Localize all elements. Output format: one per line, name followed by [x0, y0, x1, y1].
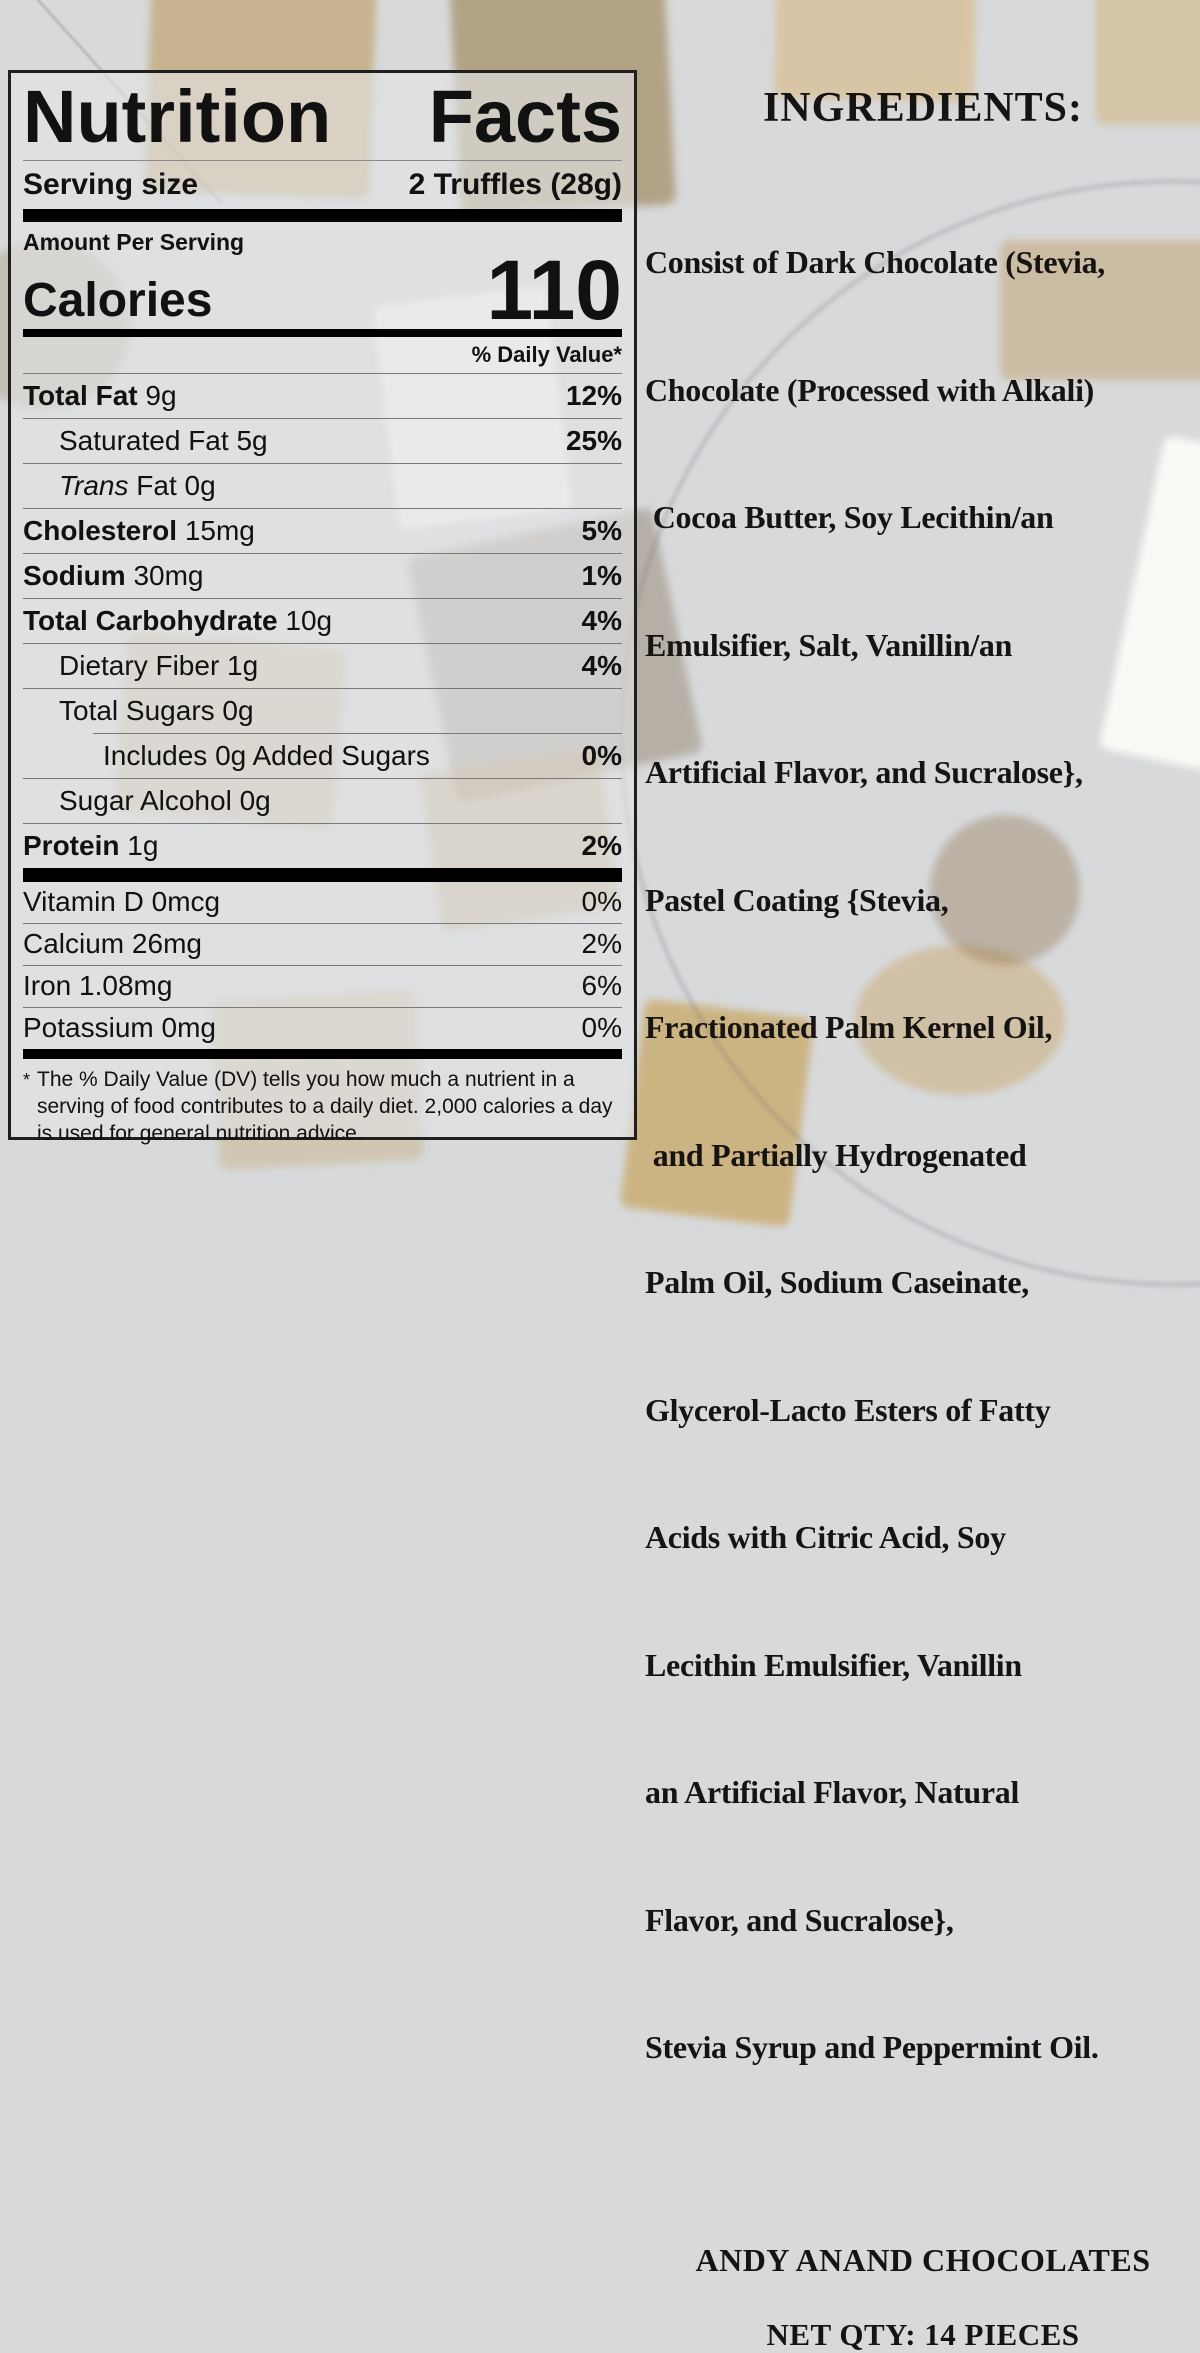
nutrient-row-total-fat: Total Fat 9g 12%: [23, 372, 622, 418]
vitamin-row-iron: Iron 1.08mg 6%: [23, 964, 622, 1007]
nutrient-amount: 1g: [227, 649, 259, 681]
nutrient-dv: 12%: [565, 379, 622, 411]
thick-divider: [23, 208, 622, 222]
ingredients-line: Glycerol-Lacto Esters of Fatty: [645, 1391, 1051, 1428]
ingredients-line: Artificial Flavor, and Sucralose},: [645, 754, 1083, 790]
ingredients-line: Fractionated Palm Kernel Oil,: [645, 1009, 1053, 1045]
nutrient-name: Iron: [23, 970, 72, 1002]
ingredients-line: an Artificial Flavor, Natural: [645, 1774, 1020, 1810]
footnote-asterisk: *: [23, 1069, 31, 1090]
ingredients-line: and Partially Hydrogenated: [645, 1136, 1027, 1173]
calories-row: Calories 110: [23, 242, 622, 337]
nutrient-row-cholesterol: Cholesterol 15mg 5%: [23, 507, 622, 553]
nutrient-amount: 9g: [145, 379, 177, 411]
nutrient-amount: 0mg: [161, 1012, 216, 1044]
nutrient-name: Includes 0g Added Sugars: [103, 739, 430, 771]
nutrient-name: Total Carbohydrate: [23, 604, 278, 636]
nutrient-dv: 5%: [581, 514, 622, 546]
nutrition-facts-panel: Nutrition Facts Serving size 2 Truffles …: [8, 70, 637, 1145]
nutrient-amount: 26mg: [131, 928, 202, 960]
ingredients-line: Chocolate (Processed with Alkali): [645, 371, 1095, 408]
nutrient-amount: Fat 0g: [136, 469, 216, 501]
title-word-facts: Facts: [428, 75, 622, 158]
serving-size-value: 2 Truffles (28g): [408, 167, 622, 201]
net-quantity: NET QTY: 14 PIECES: [766, 2316, 1080, 2352]
brand-name: ANDY ANAND CHOCOLATES: [695, 2241, 1151, 2278]
ingredients-line: Stevia Syrup and Peppermint Oil.: [645, 2029, 1099, 2065]
nutrient-amount: 1g: [127, 829, 159, 861]
nutrient-row-total-sugars: Total Sugars 0g: [23, 687, 622, 733]
nutrient-dv: 0%: [581, 1012, 622, 1044]
nutrient-row-dietary-fiber: Dietary Fiber 1g 4%: [23, 642, 622, 688]
nutrient-name: Protein: [23, 829, 120, 861]
thick-divider: [23, 867, 622, 882]
ingredients-heading: INGREDIENTS:: [762, 85, 1084, 131]
ingredients-line: Acids with Citric Acid, Soy: [645, 1519, 1006, 1555]
nutrient-row-sugar-alcohol: Sugar Alcohol 0g: [23, 777, 622, 823]
nutrient-name: Total Fat: [23, 379, 138, 411]
nutrient-amount: 0g: [239, 784, 271, 816]
nutrient-row-saturated-fat: Saturated Fat 5g 25%: [23, 417, 622, 463]
nutrient-amount: 15mg: [184, 514, 255, 546]
daily-value-footnote: * The % Daily Value (DV) tells you how m…: [23, 1059, 622, 1148]
serving-size-label: Serving size: [23, 167, 199, 201]
footnote-text: The % Daily Value (DV) tells you how muc…: [37, 1067, 613, 1145]
nutrient-dv: 6%: [581, 970, 622, 1002]
nutrient-name: Total Sugars: [59, 694, 215, 726]
nutrient-dv: 0%: [581, 886, 622, 918]
nutrient-row-total-carbohydrate: Total Carbohydrate 10g 4%: [23, 597, 622, 643]
ingredients-panel: INGREDIENTS: Consist of Dark Chocolate (…: [645, 84, 1200, 2353]
ingredients-line: Palm Oil, Sodium Caseinate,: [645, 1264, 1029, 1300]
ingredients-line: Flavor, and Sucralose},: [645, 1901, 954, 1938]
nutrient-amount: 30mg: [133, 559, 204, 591]
amount-per-serving-label: Amount Per Serving: [23, 228, 245, 255]
nutrient-name: Saturated Fat: [59, 424, 229, 456]
nutrient-dv: 4%: [581, 649, 622, 681]
nutrition-facts-title: Nutrition Facts: [23, 73, 622, 161]
ingredients-line: Consist of Dark Chocolate (Stevia,: [645, 244, 1105, 280]
daily-value-header: % Daily Value*: [471, 341, 622, 367]
nutrient-dv: 25%: [565, 424, 622, 456]
thick-divider: [23, 1048, 622, 1059]
ingredients-line: Pastel Coating {Stevia,: [645, 881, 949, 918]
nutrient-amount: 10g: [285, 604, 333, 636]
vitamin-row-calcium: Calcium 26mg 2%: [23, 922, 622, 965]
ingredients-line: Emulsifier, Salt, Vanillin/an: [645, 626, 1013, 663]
nutrient-amount: 1.08mg: [79, 970, 173, 1002]
nutrient-dv: 2%: [581, 928, 622, 960]
ingredients-text: Consist of Dark Chocolate (Stevia, Choco…: [645, 156, 1200, 2154]
brand-block: ANDY ANAND CHOCOLATES NET QTY: 14 PIECES: [645, 2242, 1200, 2353]
nutrient-name: Trans: [59, 469, 129, 501]
nutrient-name: Calcium: [23, 928, 125, 960]
nutrient-amount: 5g: [236, 424, 268, 456]
nutrient-name: Sugar Alcohol: [59, 784, 232, 816]
calories-value: 110: [486, 242, 622, 337]
nutrient-name: Sodium: [23, 559, 126, 591]
nutrient-name: Cholesterol: [23, 514, 178, 546]
nutrient-amount: 0g: [222, 694, 254, 726]
title-word-nutrition: Nutrition: [23, 75, 332, 158]
calories-label: Calories: [23, 273, 213, 327]
nutrient-dv: 1%: [581, 559, 622, 591]
ingredients-line: Lecithin Emulsifier, Vanillin: [645, 1646, 1022, 1683]
nutrient-name: Dietary Fiber: [59, 649, 220, 681]
nutrient-row-sodium: Sodium 30mg 1%: [23, 552, 622, 598]
nutrient-name: Potassium: [23, 1012, 154, 1044]
serving-size-row: Serving size 2 Truffles (28g): [23, 161, 622, 209]
medium-divider: [23, 328, 622, 337]
nutrient-dv: 2%: [581, 829, 622, 861]
chocolate-square: [1095, 0, 1200, 125]
nutrient-name: Vitamin D: [23, 886, 144, 918]
vitamin-row-vitamin-d: Vitamin D 0mcg 0%: [23, 882, 622, 923]
nutrient-row-trans-fat: Trans Fat 0g: [23, 462, 622, 508]
nutrient-amount: 0mcg: [151, 886, 221, 918]
vitamin-row-potassium: Potassium 0mg 0%: [23, 1006, 622, 1049]
nutrient-row-added-sugars: Includes 0g Added Sugars 0%: [93, 732, 622, 778]
ingredients-line: Cocoa Butter, Soy Lecithin/an: [645, 499, 1054, 535]
nutrient-dv: 0%: [581, 739, 622, 771]
nutrient-row-protein: Protein 1g 2%: [23, 822, 622, 868]
nutrient-dv: 4%: [581, 604, 622, 636]
